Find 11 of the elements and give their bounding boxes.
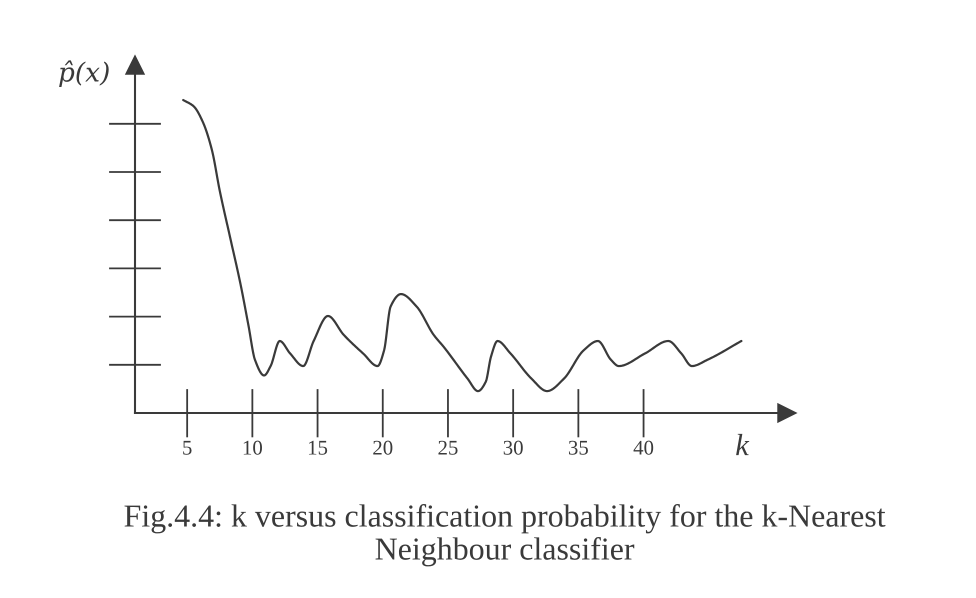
x-tick-label: 15 <box>308 440 328 455</box>
x-tick-label: 10 <box>244 440 262 455</box>
x-axis-title: k <box>736 434 750 456</box>
y-axis-title: p̂(x) <box>59 60 109 87</box>
x-tick-label: 40 <box>634 440 654 455</box>
x-tick-label: 5 <box>183 440 192 455</box>
x-tick-label: 20 <box>373 440 392 455</box>
caption: Fig.4.4: k versus classification probability for the k-Nearest Neighbour classifier <box>124 504 886 566</box>
x-tick-label: 25 <box>438 440 458 455</box>
x-tick-label: 30 <box>504 440 523 455</box>
x-tick-label: 35 <box>568 440 588 455</box>
